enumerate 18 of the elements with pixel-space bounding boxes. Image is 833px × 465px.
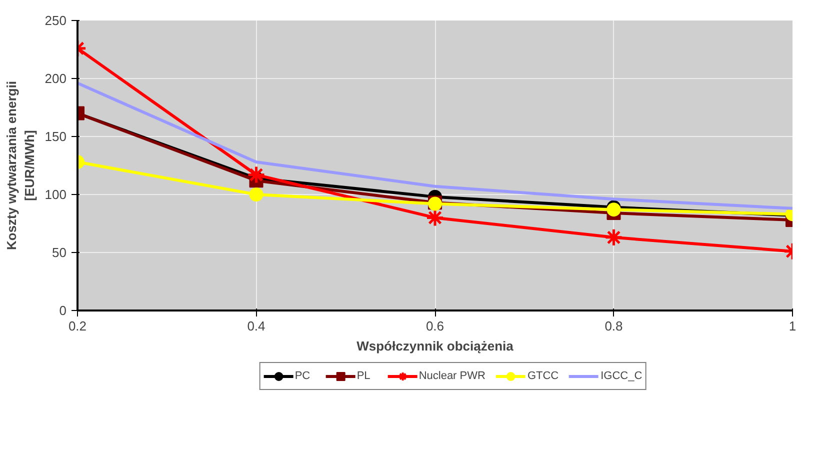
x-axis-title: Współczynnik obciążenia	[356, 338, 514, 354]
x-tick-label: 0.8	[604, 318, 623, 334]
x-tick-label: 0.6	[426, 318, 444, 334]
legend-label: Nuclear PWR	[418, 370, 486, 382]
y-tick-label: 100	[44, 187, 67, 202]
y-axis-title: Koszty wytwarzania energii [EUR/MWh]	[4, 80, 37, 250]
x-tick-label: 0.2	[68, 318, 87, 334]
y-tick-label: 150	[44, 129, 67, 144]
y-tick-label: 0	[59, 303, 67, 318]
x-tick-label: 1	[788, 318, 796, 334]
y-tick-label: 50	[52, 245, 67, 260]
x-tick-label: 0.4	[247, 318, 266, 334]
legend-label: IGCC_C	[600, 370, 642, 382]
legend-label: PL	[356, 370, 372, 382]
legend-label: GTCC	[527, 370, 559, 382]
y-tick-label: 200	[44, 71, 67, 86]
legend-label: PC	[294, 370, 312, 382]
y-tick-label: 250	[44, 13, 67, 28]
